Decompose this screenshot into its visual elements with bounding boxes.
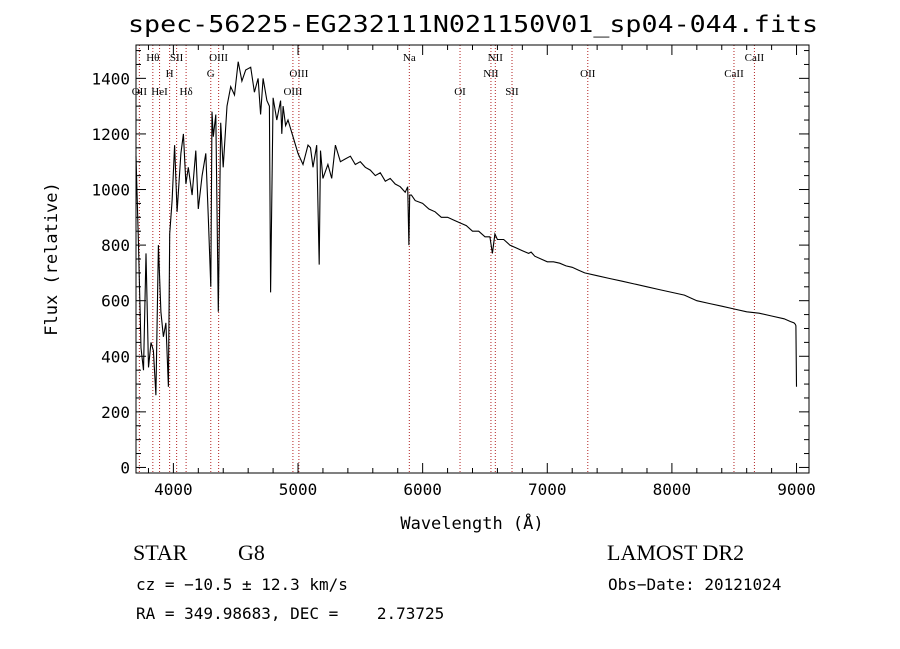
line-marker-label: OII	[580, 68, 596, 80]
x-tick-label: 8000	[653, 480, 692, 499]
line-marker-label: NII	[483, 68, 499, 80]
line-marker-label: CaII	[724, 68, 744, 80]
line-marker-label: OIII	[283, 86, 302, 98]
y-tick-label: 600	[101, 292, 130, 311]
y-tick-label: 1400	[91, 69, 130, 88]
line-marker-label: SII	[505, 86, 519, 98]
line-marker-label: Hδ	[180, 86, 193, 98]
y-tick-label: 1000	[91, 181, 130, 200]
line-marker-label: Na	[403, 52, 416, 64]
x-axis-label: Wavelength (Å)	[400, 512, 543, 534]
plot-frame	[135, 44, 810, 474]
redshift-text: cz = −10.5 ± 12.3 km/s	[136, 575, 348, 594]
line-marker-label: OIII	[289, 68, 308, 80]
line-marker-label: G	[207, 68, 215, 80]
object-class: STAR	[133, 540, 188, 565]
spectrum-line	[135, 61, 798, 396]
y-tick-label: 0	[120, 458, 130, 477]
y-axis-label: Flux (relative)	[42, 182, 62, 336]
x-tick-label: 9000	[777, 480, 816, 499]
y-tick-label: 400	[101, 347, 130, 366]
chart-title: spec-56225-EG232111N021150V01_sp04-044.f…	[128, 12, 818, 38]
emission-line-markers	[138, 45, 755, 473]
y-tick-label: 1200	[91, 125, 130, 144]
x-tick-label: 5000	[279, 480, 318, 499]
object-subclass: G8	[238, 540, 265, 565]
line-marker-label: CaII	[745, 52, 765, 64]
y-tick-label: 200	[101, 403, 130, 422]
line-marker-label: HeI	[151, 86, 168, 98]
line-marker-label: SII	[170, 52, 184, 64]
line-marker-label: OI	[454, 86, 466, 98]
x-tick-label: 6000	[403, 480, 442, 499]
line-marker-label: OIII	[209, 52, 228, 64]
line-marker-label: NII	[488, 52, 504, 64]
x-tick-label: 4000	[154, 480, 193, 499]
y-axis: 0 200 400 600 800 1000 1200 1400	[91, 50, 809, 477]
line-marker-label: H	[166, 68, 174, 80]
y-tick-label: 800	[101, 236, 130, 255]
x-tick-label: 7000	[528, 480, 567, 499]
x-axis: 4000 5000 6000 7000 8000 9000	[147, 45, 816, 499]
survey-name: LAMOST DR2	[607, 540, 744, 565]
obs-date-text: Obs−Date: 20121024	[608, 575, 781, 594]
coordinates-text: RA = 349.98683, DEC = 2.73725	[136, 604, 444, 623]
emission-line-labels: OII Hθ HeI H SII Hδ G OIII OIII OIII Na OI NII NII SII…	[132, 52, 765, 98]
line-marker-label: Hθ	[146, 52, 159, 64]
